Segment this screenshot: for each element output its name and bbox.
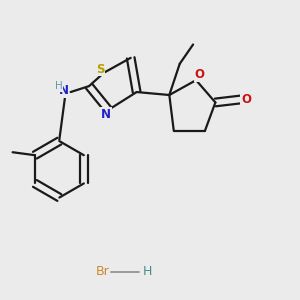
Text: N: N [101, 108, 111, 121]
Text: H: H [142, 266, 152, 278]
Text: O: O [195, 68, 205, 81]
Text: H: H [55, 81, 63, 91]
Text: S: S [96, 63, 105, 76]
Text: O: O [241, 93, 251, 106]
Text: Br: Br [96, 266, 109, 278]
Text: N: N [59, 84, 69, 98]
